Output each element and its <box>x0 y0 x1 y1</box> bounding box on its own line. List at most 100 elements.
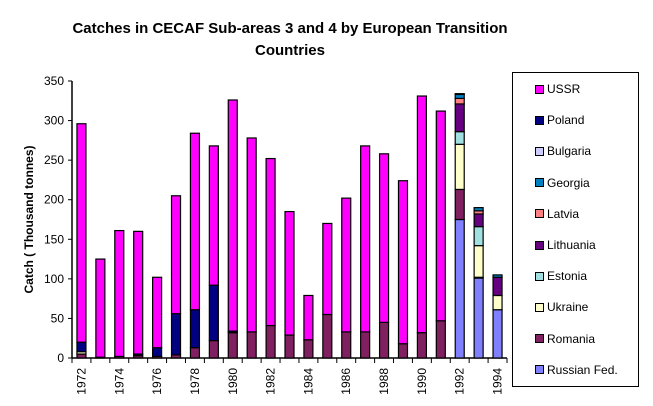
legend-label: USSR <box>547 82 581 96</box>
y-tick-label: 200 <box>44 193 64 207</box>
legend-label: Bulgaria <box>547 144 592 159</box>
bar-segment-georgia-1994 <box>492 274 503 278</box>
bar-segment-poland-1977 <box>170 313 182 356</box>
legend-swatch <box>535 240 544 250</box>
bar-segment-romania-1978 <box>189 347 201 359</box>
legend-item: Latvia <box>535 207 579 221</box>
bar-segment-ussr-1985 <box>322 222 333 316</box>
bar-segment-ussr-1980 <box>227 99 238 332</box>
bar-segment-ukraine-1992 <box>454 143 465 191</box>
bar-segment-ussr-1981 <box>246 137 257 333</box>
bar-segment-lithuania-1994 <box>492 276 503 297</box>
bar-segment-ussr-1988 <box>378 153 390 323</box>
legend-label: Poland <box>547 113 585 128</box>
legend-swatch <box>535 178 544 188</box>
y-tick-label: 250 <box>44 153 64 167</box>
legend-swatch <box>535 365 544 375</box>
x-tick-label: 1980 <box>226 368 240 395</box>
bar-segment-ussr-1989 <box>397 180 409 345</box>
legend-swatch <box>535 334 544 344</box>
bar-segment-lithuania-1992 <box>454 103 465 133</box>
legend-label: Ukraine <box>547 300 589 315</box>
x-tick-label: 1992 <box>453 368 467 395</box>
x-tick-label: 1982 <box>264 368 278 395</box>
legend-item: Lithuania <box>535 238 596 252</box>
x-tick-label: 1994 <box>491 368 505 395</box>
chart-title-line-2: Countries <box>254 42 325 59</box>
legend-label: Romania <box>547 331 596 346</box>
bar-segment-ukraine-1994 <box>492 294 503 311</box>
x-tick-label: 1978 <box>188 368 202 395</box>
legend-label: Latvia <box>547 206 580 221</box>
bar-segment-ussr-1974 <box>114 229 125 358</box>
bar-segment-ussr-1990 <box>416 95 427 334</box>
bar-segment-latvia-1992 <box>454 97 465 105</box>
bar-segment-romania-1982 <box>265 324 276 359</box>
x-tick-label: 1990 <box>415 368 429 395</box>
y-axis-label: Catch ( Thousand tonnes) <box>22 146 36 294</box>
bar-segment-romania-1983 <box>284 334 295 359</box>
bar-segment-georgia-1993 <box>473 207 484 212</box>
legend-swatch <box>535 146 544 156</box>
legend-swatch <box>535 302 544 312</box>
bar-segment-russian-fed--1994 <box>492 309 503 359</box>
bar-segment-bulgaria-1992 <box>454 93 465 96</box>
bar-segment-ussr-1991 <box>435 110 446 322</box>
legend-swatch <box>535 84 544 94</box>
bar-segment-romania-1989 <box>397 343 409 359</box>
legend-swatch <box>535 115 544 125</box>
legend-item: Estonia <box>535 269 587 283</box>
legend-label: Russian Fed. <box>547 362 618 377</box>
bar-segment-ussr-1978 <box>189 132 201 311</box>
legend-item: USSR <box>535 82 580 96</box>
bar-segment-romania-1992 <box>454 188 465 221</box>
legend-item: Georgia <box>535 176 590 190</box>
legend-label: Georgia <box>547 175 590 190</box>
bar-segment-ussr-1973 <box>95 258 106 358</box>
bar-segment-romania-1985 <box>322 313 333 359</box>
legend-item: Russian Fed. <box>535 363 618 377</box>
bar-segment-ussr-1982 <box>265 157 276 327</box>
y-tick-label: 0 <box>57 351 64 365</box>
bar-segment-ussr-1977 <box>170 195 182 315</box>
bar-segment-estonia-1993 <box>473 226 484 247</box>
bar-segment-ussr-1983 <box>284 210 295 336</box>
legend-item: Romania <box>535 332 595 346</box>
legend-label: Lithuania <box>547 238 596 252</box>
bar-segment-romania-1986 <box>341 331 352 359</box>
bar-segment-ussr-1984 <box>303 294 314 341</box>
x-tick-label: 1972 <box>74 368 88 395</box>
bar-segment-poland-1979 <box>208 284 219 342</box>
bar-segment-ussr-1972 <box>76 123 87 343</box>
bar-segment-romania-1981 <box>246 331 257 359</box>
bar-segment-romania-1991 <box>435 320 446 359</box>
x-tick-label: 1988 <box>377 368 391 395</box>
bar-segment-romania-1990 <box>416 332 427 359</box>
y-tick-label: 350 <box>44 74 64 88</box>
legend-label: Estonia <box>547 269 588 284</box>
legend-swatch <box>535 271 544 281</box>
bar-segment-romania-1980 <box>227 332 238 359</box>
chart-title: Catches in CECAF Sub-areas 3 and 4 by Eu… <box>60 18 520 62</box>
bar-segment-ussr-1975 <box>133 230 144 355</box>
bar-segment-romania-1987 <box>360 331 371 359</box>
bar-segment-ussr-1979 <box>208 145 219 286</box>
bar-segment-russian-fed--1992 <box>454 218 465 359</box>
y-tick-label: 300 <box>44 114 64 128</box>
bar-segment-ussr-1987 <box>360 145 371 333</box>
bar-segment-russian-fed--1993 <box>473 277 484 359</box>
bar-segment-romania-1984 <box>303 339 314 359</box>
bar-segment-romania-1988 <box>378 321 390 359</box>
x-tick-label: 1984 <box>301 368 315 395</box>
bar-segment-ussr-1986 <box>341 197 352 333</box>
bar-segment-poland-1976 <box>152 347 163 358</box>
x-tick-label: 1976 <box>150 368 164 395</box>
bar-segment-lithuania-1993 <box>473 213 484 228</box>
legend-item: Poland <box>535 113 584 127</box>
bar-segment-ukraine-1993 <box>473 245 484 278</box>
legend-swatch <box>535 209 544 219</box>
bar-segment-poland-1972 <box>76 341 87 353</box>
y-tick-label: 100 <box>44 272 64 286</box>
